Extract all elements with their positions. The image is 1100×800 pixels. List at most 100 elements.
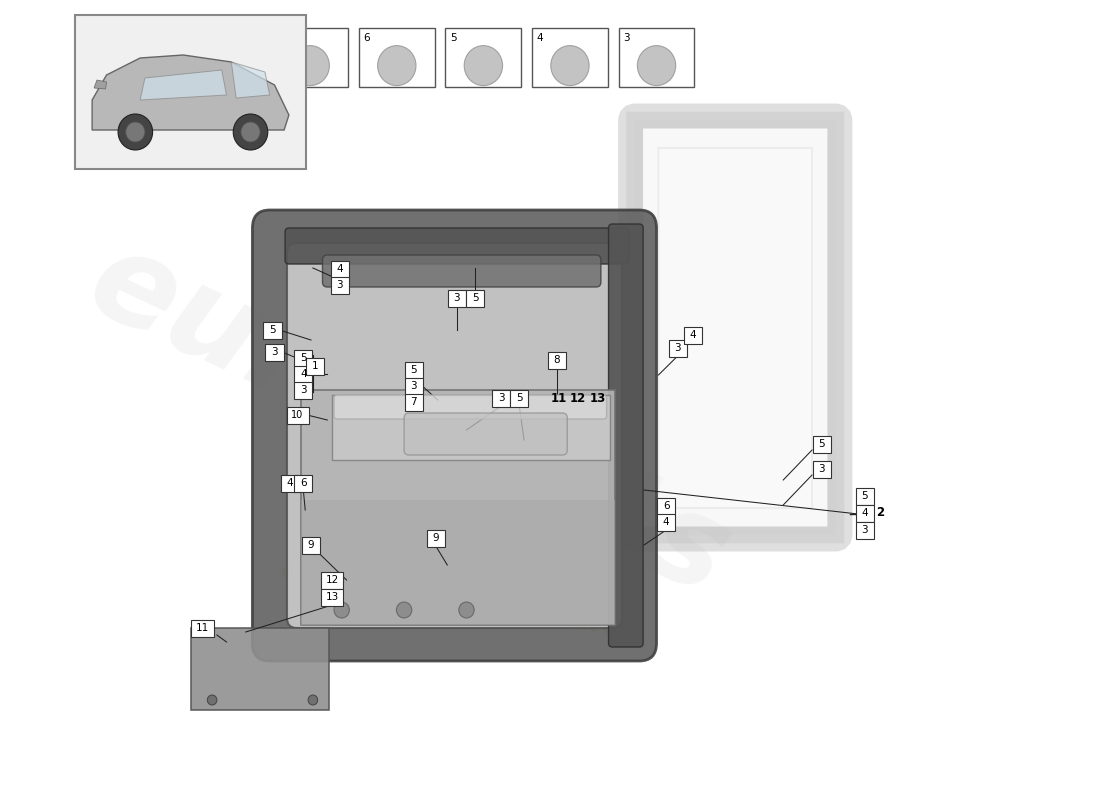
FancyBboxPatch shape	[492, 390, 510, 406]
FancyBboxPatch shape	[286, 406, 309, 423]
FancyBboxPatch shape	[657, 514, 675, 530]
Text: 12: 12	[326, 575, 339, 585]
Text: 5: 5	[861, 491, 868, 501]
Text: 13: 13	[103, 33, 118, 42]
Text: 10: 10	[277, 33, 290, 42]
FancyBboxPatch shape	[405, 394, 422, 410]
Text: 2: 2	[877, 506, 884, 519]
Polygon shape	[231, 62, 270, 98]
FancyBboxPatch shape	[608, 224, 644, 647]
Text: 3: 3	[861, 525, 868, 535]
Text: europarts: europarts	[70, 219, 748, 621]
FancyBboxPatch shape	[294, 474, 312, 491]
Text: 3: 3	[497, 393, 505, 403]
Circle shape	[396, 602, 411, 618]
Circle shape	[464, 46, 503, 86]
FancyBboxPatch shape	[856, 487, 875, 505]
Text: 5: 5	[300, 353, 307, 363]
Text: 5: 5	[472, 293, 478, 303]
Text: 9: 9	[308, 540, 315, 550]
FancyBboxPatch shape	[446, 28, 521, 87]
Text: 1: 1	[311, 361, 318, 371]
Circle shape	[118, 114, 153, 150]
FancyBboxPatch shape	[301, 537, 320, 554]
FancyBboxPatch shape	[191, 628, 329, 710]
Text: 3: 3	[674, 343, 681, 353]
Text: 5: 5	[450, 33, 456, 42]
FancyBboxPatch shape	[75, 15, 306, 169]
Text: 9: 9	[432, 533, 439, 543]
Circle shape	[241, 122, 260, 142]
Text: 12: 12	[190, 33, 204, 42]
Text: 6: 6	[364, 33, 371, 42]
Polygon shape	[140, 70, 227, 100]
FancyBboxPatch shape	[321, 571, 343, 589]
FancyBboxPatch shape	[287, 243, 622, 628]
Text: 12: 12	[570, 391, 586, 405]
Text: a passion for parts since 1985: a passion for parts since 1985	[279, 557, 635, 643]
Text: 4: 4	[663, 517, 670, 527]
FancyBboxPatch shape	[618, 28, 694, 87]
Circle shape	[205, 46, 243, 86]
FancyBboxPatch shape	[813, 435, 830, 453]
FancyBboxPatch shape	[294, 382, 312, 398]
FancyBboxPatch shape	[334, 395, 606, 419]
Text: 4: 4	[300, 369, 307, 379]
FancyBboxPatch shape	[448, 290, 466, 306]
FancyBboxPatch shape	[294, 350, 312, 366]
FancyBboxPatch shape	[273, 28, 348, 87]
Text: 7: 7	[410, 397, 417, 407]
FancyBboxPatch shape	[684, 326, 702, 343]
FancyBboxPatch shape	[264, 322, 282, 338]
FancyBboxPatch shape	[285, 228, 629, 264]
Circle shape	[125, 122, 145, 142]
Text: 3: 3	[453, 293, 460, 303]
Circle shape	[207, 695, 217, 705]
Text: 11: 11	[551, 391, 568, 405]
FancyBboxPatch shape	[99, 28, 175, 87]
FancyBboxPatch shape	[321, 589, 343, 606]
FancyBboxPatch shape	[405, 362, 422, 378]
Text: 4: 4	[690, 330, 696, 340]
FancyBboxPatch shape	[404, 413, 568, 455]
Polygon shape	[332, 395, 610, 460]
Text: 6: 6	[663, 501, 670, 511]
FancyBboxPatch shape	[657, 498, 675, 514]
Text: 5: 5	[410, 365, 417, 375]
Text: 3: 3	[624, 33, 630, 42]
FancyBboxPatch shape	[359, 28, 434, 87]
Polygon shape	[95, 80, 107, 89]
FancyBboxPatch shape	[405, 378, 422, 394]
FancyBboxPatch shape	[548, 351, 565, 369]
FancyBboxPatch shape	[252, 210, 657, 661]
Text: 4: 4	[537, 33, 543, 42]
Circle shape	[377, 46, 416, 86]
FancyBboxPatch shape	[294, 366, 312, 382]
FancyBboxPatch shape	[322, 255, 601, 287]
Text: 3: 3	[272, 347, 278, 357]
FancyBboxPatch shape	[265, 343, 284, 361]
Text: 13: 13	[590, 391, 606, 405]
Text: 4: 4	[287, 478, 294, 488]
Text: 6: 6	[300, 478, 307, 488]
Text: 4: 4	[861, 508, 868, 518]
Circle shape	[308, 695, 318, 705]
Text: 4: 4	[337, 264, 343, 274]
FancyBboxPatch shape	[280, 474, 299, 491]
Text: 8: 8	[553, 355, 560, 365]
Text: 3: 3	[410, 381, 417, 391]
Text: 5: 5	[818, 439, 825, 449]
Circle shape	[334, 602, 350, 618]
FancyBboxPatch shape	[669, 339, 686, 357]
FancyBboxPatch shape	[186, 28, 262, 87]
Circle shape	[118, 46, 156, 86]
Text: 3: 3	[337, 280, 343, 290]
FancyBboxPatch shape	[659, 148, 812, 508]
FancyBboxPatch shape	[532, 28, 608, 87]
FancyBboxPatch shape	[306, 358, 323, 374]
FancyBboxPatch shape	[813, 461, 830, 478]
Text: 3: 3	[300, 385, 307, 395]
Text: 13: 13	[326, 592, 339, 602]
Polygon shape	[92, 55, 289, 130]
FancyBboxPatch shape	[635, 120, 836, 535]
